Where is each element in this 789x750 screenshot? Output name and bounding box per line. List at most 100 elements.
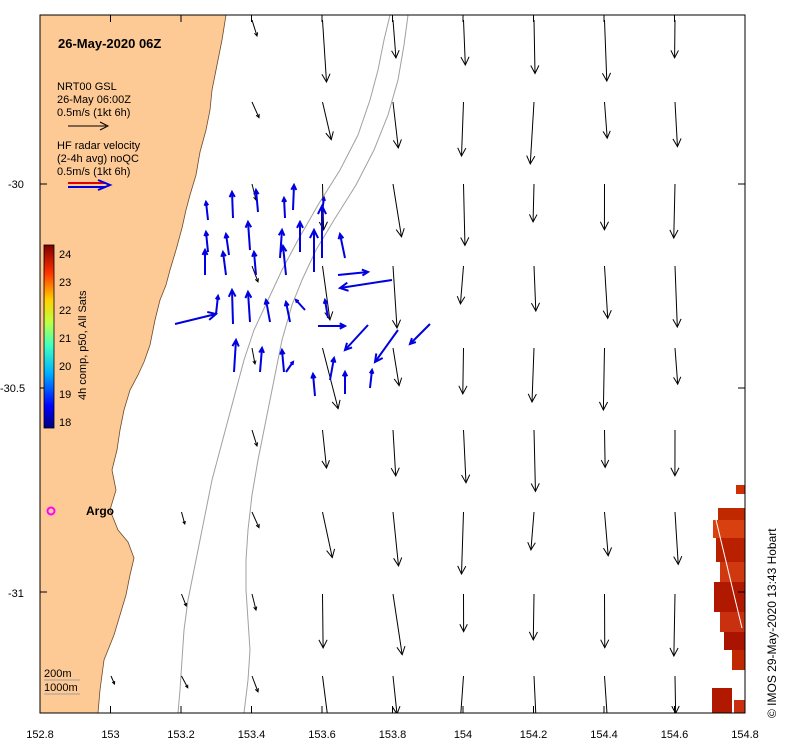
model-arrow-47: [527, 511, 536, 552]
model-arrow-56: [600, 593, 610, 649]
radar-arrow-10: [296, 219, 304, 252]
x-tick-label: 153.6: [308, 729, 336, 741]
model-arrow-36: [321, 429, 330, 470]
radar-arrow-1: [228, 189, 236, 219]
radar-arrow-21: [214, 293, 221, 315]
depth-legend-200m: 200m: [44, 668, 72, 680]
x-tick-label: 153.4: [238, 729, 266, 741]
model-arrow-23: [391, 265, 402, 330]
depth-legend-1000m: 1000m: [44, 682, 78, 694]
radar-arrow-0: [203, 199, 210, 221]
radar-arrow-11: [317, 203, 327, 258]
model-arrow-38: [461, 429, 471, 484]
radar-arrow-8: [244, 219, 253, 251]
radar-velocity-arrows: [174, 182, 431, 397]
colorbar: [43, 244, 55, 429]
model-arrow-16: [392, 183, 405, 238]
model-arrow-54: [459, 593, 468, 633]
map-title: 26-May-2020 06Z: [58, 36, 161, 51]
radar-arrow-15: [251, 249, 258, 276]
model-arrow-3: [460, 19, 470, 67]
model-arrow-35: [251, 429, 259, 448]
model-arrow-12: [602, 101, 611, 140]
radar-arrow-31: [408, 323, 431, 346]
model-legend-time: 26-May 06:00Z: [57, 94, 131, 106]
model-arrow-39: [530, 429, 540, 493]
model-arrow-17: [460, 183, 470, 247]
model-arrow-13: [672, 101, 682, 148]
colorbar-tick-22: 22: [59, 305, 71, 317]
model-arrow-10: [457, 101, 467, 158]
model-arrow-45: [392, 511, 403, 567]
radar-arrow-38: [368, 367, 375, 389]
radar-arrow-6: [203, 229, 210, 253]
radar-arrow-19: [337, 279, 393, 292]
model-arrow-18: [529, 183, 538, 224]
sst-patch: [712, 485, 745, 713]
x-tick-label: 154.2: [520, 729, 548, 741]
radar-arrow-4: [290, 182, 298, 211]
radar-arrow-28: [322, 297, 329, 319]
model-arrow-42: [181, 511, 186, 526]
model-arrow-27: [672, 265, 682, 329]
model-arrow-33: [598, 347, 609, 412]
model-arrow-64: [533, 675, 537, 713]
model-arrow-37: [390, 429, 400, 477]
model-arrow-44: [322, 511, 336, 559]
model-arrow-58: [110, 675, 116, 685]
radar-arrow-3: [281, 195, 288, 219]
model-arrow-63: [460, 675, 464, 713]
y-tick-neg30-5: -30.5: [0, 383, 25, 395]
radar-legend-arrow: [68, 179, 113, 191]
model-arrow-60: [251, 675, 259, 693]
model-legend-arrow: [68, 121, 110, 131]
model-arrow-41: [670, 429, 680, 477]
depth-contour-1000m: [243, 15, 409, 713]
x-axis-labels: 152.8 153 153.2 153.4 153.6 153.8 154 154.2 154.…: [26, 729, 759, 741]
radar-arrow-14: [220, 249, 227, 276]
radar-legend-avg: (2-4h avg) noQC: [57, 153, 139, 165]
model-arrow-57: [669, 593, 679, 658]
colorbar-tick-23: 23: [59, 277, 71, 289]
model-arrow-34: [673, 347, 682, 386]
radar-arrow-23: [244, 289, 253, 323]
model-arrow-49: [673, 511, 683, 566]
radar-arrow-12: [337, 231, 346, 259]
x-tick-label: 154.6: [661, 729, 689, 741]
model-arrow-9: [392, 101, 402, 149]
x-tick-label: 152.8: [26, 729, 54, 741]
radar-arrow-27: [294, 298, 306, 311]
model-arrow-50: [181, 593, 188, 607]
x-tick-label: 153.2: [167, 729, 195, 741]
depth-contour-200m: [177, 15, 391, 713]
model-arrow-22: [322, 265, 334, 321]
radar-arrow-36: [329, 355, 337, 381]
radar-arrow-16: [279, 243, 288, 276]
model-arrow-55: [528, 593, 538, 641]
radar-arrow-39: [285, 360, 295, 373]
argo-float-marker: [46, 506, 56, 516]
model-arrow-59: [181, 675, 189, 689]
model-current-arrows: [110, 19, 683, 713]
model-arrow-66: [671, 675, 680, 713]
radar-arrow-2: [253, 187, 260, 213]
y-tick-neg31: -31: [8, 588, 24, 600]
model-arrow-7: [251, 101, 260, 119]
colorbar-tick-21: 21: [59, 333, 71, 345]
model-arrow-0: [251, 19, 259, 38]
radar-arrow-22: [227, 287, 237, 325]
model-arrow-31: [458, 347, 468, 395]
model-arrow-28: [251, 347, 257, 366]
model-arrow-30: [392, 347, 403, 387]
colorbar-tick-19: 19: [59, 389, 71, 401]
x-tick-label: 154.4: [590, 729, 618, 741]
model-arrow-11: [526, 101, 536, 165]
radar-arrow-29: [343, 324, 369, 352]
model-arrow-4: [530, 19, 540, 75]
model-legend-scale: 0.5m/s (1kt 6h): [57, 107, 130, 119]
y-tick-neg30: -30: [8, 179, 24, 191]
x-tick-label: 153.8: [379, 729, 407, 741]
radar-arrow-26: [318, 322, 348, 330]
radar-arrow-25: [283, 299, 291, 323]
